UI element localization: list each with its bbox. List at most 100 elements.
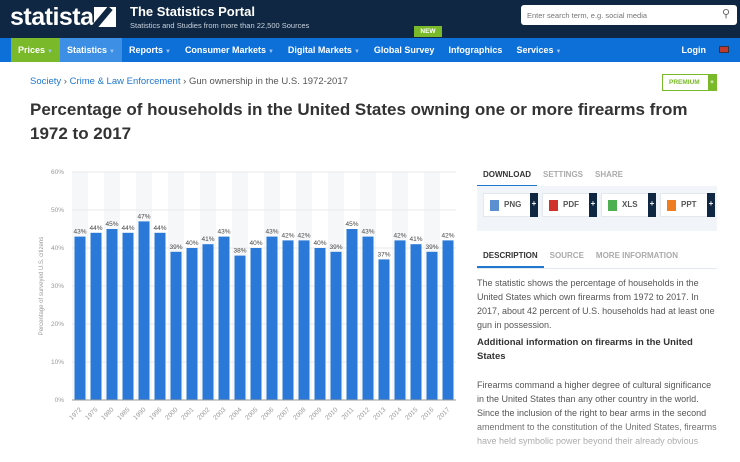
data-label: 44% — [153, 225, 166, 232]
nav-prices[interactable]: Prices ▼ — [11, 38, 60, 62]
data-label: 41% — [409, 236, 422, 243]
download-png-button[interactable]: PNG + — [483, 193, 538, 217]
bar — [234, 255, 246, 400]
data-label: 44% — [89, 225, 102, 232]
description-text: The statistic shows the percentage of ho… — [477, 278, 715, 330]
y-tick-label: 40% — [51, 245, 64, 252]
top-header: statista The Statistics Portal Statistic… — [0, 0, 740, 38]
search-icon[interactable]: ⚲ — [722, 8, 731, 20]
nav-infographics[interactable]: Infographics — [441, 38, 509, 62]
x-tick-label: 2004 — [228, 406, 243, 421]
data-label: 42% — [281, 232, 294, 239]
nav-digital-markets[interactable]: Digital Markets ▼ — [281, 38, 367, 62]
tab-source[interactable]: SOURCE — [549, 251, 584, 260]
x-tick-label: 2002 — [196, 406, 211, 421]
data-label: 43% — [217, 229, 230, 236]
bar — [266, 236, 278, 400]
chevron-down-icon: ▼ — [47, 49, 53, 55]
data-label: 41% — [201, 236, 214, 243]
login-link[interactable]: Login — [681, 45, 707, 55]
chevron-down-icon: ▼ — [555, 49, 562, 55]
y-axis-label: Percentage of surveyed U.S. citizens — [39, 237, 45, 335]
bar — [122, 232, 134, 400]
nav-label: Reports — [128, 45, 163, 55]
tab-settings[interactable]: SETTINGS — [543, 170, 584, 179]
x-tick-label: 2003 — [212, 406, 227, 421]
format-label: PDF — [563, 200, 579, 209]
bar — [282, 240, 294, 400]
bar — [426, 251, 438, 400]
search-input[interactable] — [521, 5, 737, 25]
tab-more-information[interactable]: MORE INFORMATION — [595, 251, 678, 260]
plus-icon: + — [708, 75, 716, 90]
data-label: 42% — [441, 232, 454, 239]
download-pdf-button[interactable]: PDF + — [542, 193, 597, 217]
data-label: 47% — [137, 213, 150, 220]
y-tick-label: 30% — [51, 283, 64, 290]
x-tick-label: 2009 — [308, 406, 323, 421]
tab-download[interactable]: DOWNLOAD — [477, 170, 537, 187]
bar — [314, 248, 326, 400]
x-tick-label: 2007 — [276, 406, 291, 421]
x-tick-label: 2012 — [356, 406, 371, 421]
x-tick-label: 2006 — [260, 406, 275, 421]
portal-title: The Statistics Portal — [130, 4, 255, 19]
x-tick-label: 1996 — [148, 406, 163, 421]
x-tick-label: 1972 — [68, 406, 83, 421]
bar — [74, 236, 86, 400]
nav-statistics[interactable]: Statistics ▼ — [59, 38, 122, 62]
plus-icon[interactable]: + — [707, 193, 715, 217]
download-ppt-button[interactable]: PPT + — [660, 193, 715, 217]
x-tick-label: 1975 — [84, 406, 99, 421]
data-label: 37% — [377, 251, 390, 258]
x-tick-label: 1985 — [116, 406, 131, 421]
plus-icon[interactable]: + — [648, 193, 656, 217]
fade-overlay — [470, 420, 740, 462]
chevron-down-icon: ▼ — [353, 49, 360, 55]
y-tick-label: 20% — [51, 321, 64, 328]
nav-label: Infographics — [448, 45, 503, 55]
new-badge: NEW — [414, 26, 442, 37]
download-xls-button[interactable]: XLS + — [601, 193, 656, 217]
bar — [346, 229, 358, 400]
bar-chart: 0% 10% 20% 30% 40% 50% 60% Percentage of survey… — [39, 169, 456, 422]
description-heading: Additional information on firearms in th… — [477, 337, 693, 362]
bar — [330, 251, 342, 400]
premium-label: PREMIUM — [669, 79, 700, 86]
format-label: XLS — [622, 200, 638, 209]
premium-badge[interactable]: PREMIUM + — [662, 74, 717, 91]
file-pdf-icon — [549, 200, 558, 211]
x-tick-label: 2005 — [244, 406, 259, 421]
data-label: 39% — [329, 244, 342, 251]
nav-reports[interactable]: Reports ▼ — [122, 38, 178, 62]
x-tick-label: 2013 — [372, 406, 387, 421]
file-xls-icon — [608, 200, 617, 211]
uk-flag-icon[interactable] — [719, 46, 729, 53]
breadcrumb-society[interactable]: Society — [30, 76, 62, 87]
y-tick-label: 0% — [55, 397, 65, 404]
x-tick-label: 2011 — [341, 406, 356, 421]
main-nav: Prices ▼ Statistics ▼ Reports ▼ Consumer Marke… — [0, 38, 740, 62]
nav-global-survey[interactable]: Global Survey — [367, 38, 442, 62]
info-tabs: DESCRIPTION SOURCE MORE INFORMATION — [477, 251, 717, 269]
bar — [138, 221, 150, 400]
x-tick-label: 2000 — [164, 406, 179, 421]
bar — [106, 229, 118, 400]
nav-label: Digital Markets — [287, 45, 352, 55]
tab-description[interactable]: DESCRIPTION — [477, 251, 544, 268]
plus-icon[interactable]: + — [589, 193, 597, 217]
x-tick-label: 1980 — [100, 406, 115, 421]
data-label: 43% — [265, 229, 278, 236]
x-tick-label: 1990 — [132, 406, 147, 421]
nav-consumer-markets[interactable]: Consumer Markets ▼ — [178, 38, 281, 62]
chevron-down-icon: ▼ — [109, 49, 115, 55]
tab-share[interactable]: SHARE — [595, 170, 624, 179]
breadcrumb-crime[interactable]: Crime & Law Enforcement — [69, 76, 181, 87]
nav-services[interactable]: Services ▼ — [509, 38, 568, 62]
x-tick-label: 2010 — [324, 406, 339, 421]
x-tick-label: 2001 — [180, 406, 195, 421]
chevron-down-icon: ▼ — [164, 49, 171, 55]
plus-icon[interactable]: + — [530, 193, 538, 217]
statista-logo[interactable]: statista — [10, 3, 94, 31]
bar — [154, 232, 166, 400]
